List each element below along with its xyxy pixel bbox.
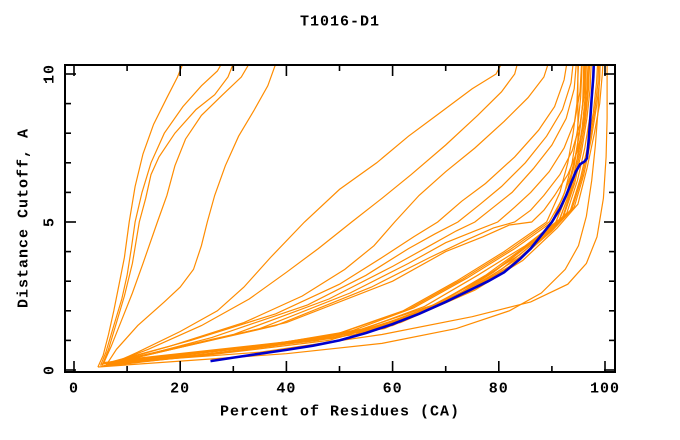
series-line-model-07 (113, 65, 518, 364)
series-line-model-26 (105, 65, 587, 365)
series-line-model-10 (111, 65, 574, 365)
series-line-model-29 (137, 65, 608, 362)
series-line-model-11 (116, 65, 577, 362)
series-line-model-16 (105, 65, 583, 367)
series-line-model-01 (97, 65, 183, 368)
series-line-model-09 (108, 65, 568, 364)
series-line-model-12 (121, 65, 583, 362)
series-layer (97, 65, 608, 368)
chart-title: T1016-D1 (299, 13, 381, 31)
series-line-model-04 (102, 65, 250, 365)
series-line-model-14 (132, 65, 590, 359)
x-tick-label-80: 80 (488, 380, 509, 398)
series-line-model-19 (113, 65, 592, 365)
series-line-model-17 (108, 65, 586, 365)
series-line-reference-model (210, 65, 596, 363)
series-line-model-27 (111, 65, 591, 367)
axis-box (64, 64, 616, 373)
series-line-model-30 (97, 65, 601, 368)
series-line-model-03 (101, 65, 234, 368)
series-line-model-02 (99, 65, 222, 366)
x-tick-label-40: 40 (276, 380, 297, 398)
series-line-model-24 (103, 65, 579, 364)
series-line-model-25 (103, 65, 585, 367)
x-tick-label-100: 100 (589, 380, 621, 398)
x-tick-label-0: 0 (68, 380, 80, 398)
series-line-model-28 (119, 65, 600, 365)
x-tick-label-20: 20 (170, 380, 191, 398)
series-line-model-08 (105, 65, 549, 365)
x-axis-label: Percent of Residues (CA) (219, 403, 461, 421)
series-line-model-06 (110, 65, 502, 365)
x-tick-label-60: 60 (382, 380, 403, 398)
series-line-model-20 (116, 65, 595, 362)
series-line-model-13 (126, 65, 586, 361)
series-line-model-05 (105, 65, 276, 366)
series-line-model-23 (124, 65, 604, 361)
